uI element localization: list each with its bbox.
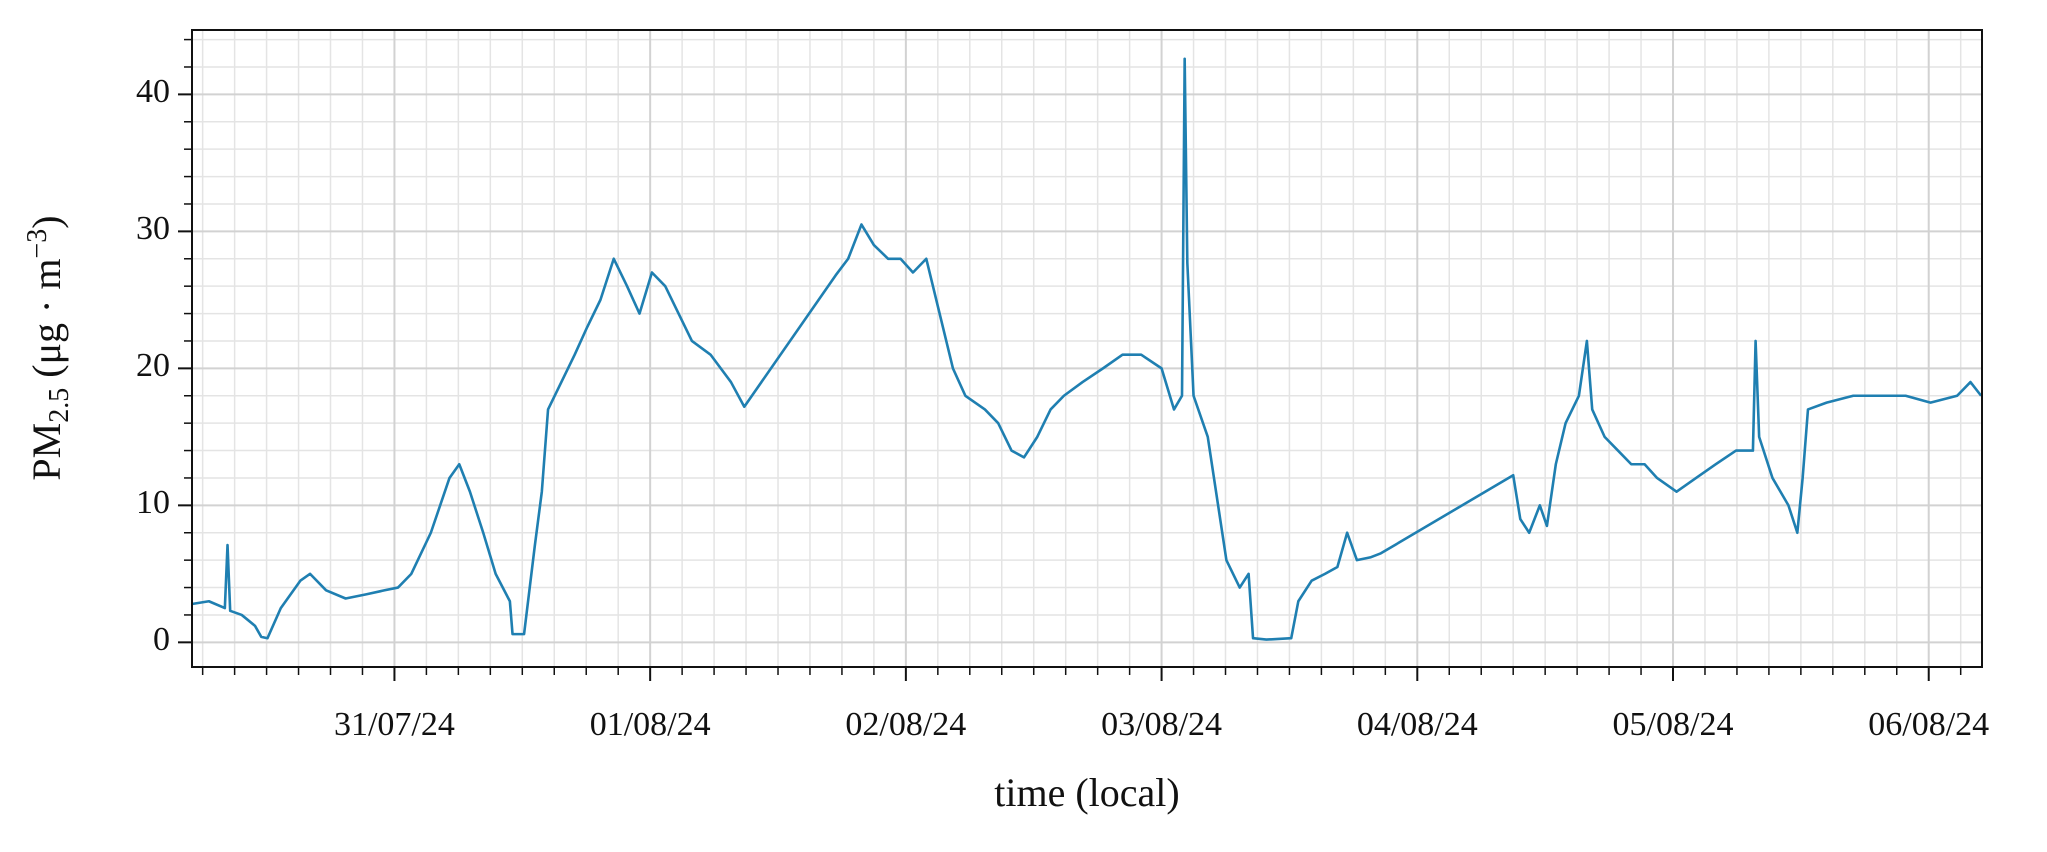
- y-axis-label-sub: 2.5: [44, 388, 75, 423]
- x-tick-label: 03/08/24: [1101, 706, 1222, 743]
- y-tick-label: 20: [136, 347, 170, 384]
- x-tick-label: 04/08/24: [1357, 706, 1478, 743]
- y-tick-label: 30: [136, 210, 170, 247]
- y-tick-label: 0: [153, 621, 170, 658]
- y-axis-label-part: ): [24, 215, 69, 228]
- y-axis-label-sup: −3: [22, 229, 53, 259]
- x-tick-label: 31/07/24: [334, 706, 455, 743]
- x-tick-label: 02/08/24: [845, 706, 966, 743]
- x-axis-label: time (local): [994, 770, 1179, 815]
- y-axis-label-part: PM: [24, 423, 69, 481]
- data-line: [191, 57, 1983, 641]
- x-tick-label: 01/08/24: [590, 706, 711, 743]
- y-tick-label: 40: [136, 73, 170, 110]
- y-tick-label: 10: [136, 484, 170, 521]
- x-tick-label: 05/08/24: [1613, 706, 1734, 743]
- y-axis-label: PM2.5 (μg · m−3): [22, 215, 75, 480]
- y-axis-label-part: (μg · m: [24, 259, 69, 388]
- x-tick-label: 06/08/24: [1868, 706, 1989, 743]
- plot-frame: [191, 29, 1983, 668]
